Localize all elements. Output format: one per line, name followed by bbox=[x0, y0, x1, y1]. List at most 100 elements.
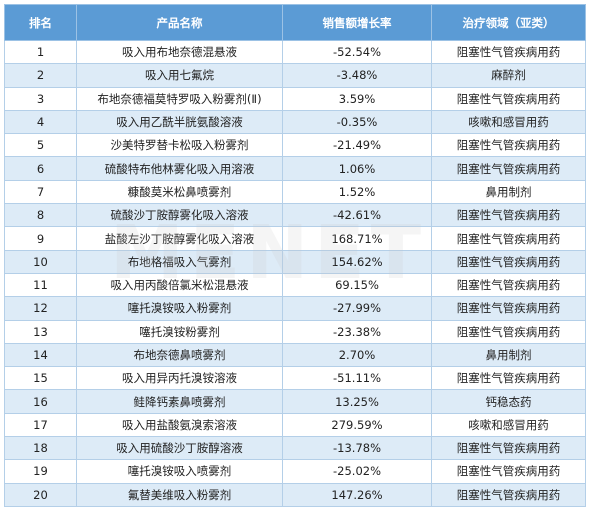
cell-therapy-area: 麻醉剂 bbox=[431, 63, 586, 88]
cell-rank: 10 bbox=[4, 249, 77, 274]
cell-product-name: 噻托溴铵吸入粉雾剂 bbox=[76, 296, 283, 321]
header-therapy-area: 治疗领域（亚类） bbox=[431, 4, 586, 41]
cell-rank: 14 bbox=[4, 342, 77, 368]
cell-sales-growth: 147.26% bbox=[282, 482, 432, 507]
sales-growth-table: 排名 产品名称 销售额增长率 治疗领域（亚类） 1 吸入用布地奈德混悬液 -52.5… bbox=[4, 4, 586, 507]
cell-rank: 5 bbox=[4, 133, 77, 158]
cell-therapy-area: 阻塞性气管疾病用药 bbox=[431, 39, 586, 65]
cell-sales-growth: 1.52% bbox=[282, 179, 432, 205]
cell-sales-growth: 168.71% bbox=[282, 226, 432, 251]
cell-product-name: 吸入用硫酸沙丁胺醇溶液 bbox=[76, 436, 283, 461]
cell-product-name: 硫酸特布他林雾化吸入用溶液 bbox=[76, 156, 283, 181]
cell-rank: 19 bbox=[4, 459, 77, 484]
cell-therapy-area: 咳嗽和感冒用药 bbox=[431, 109, 586, 135]
cell-sales-growth: -51.11% bbox=[282, 366, 432, 391]
table-row: 7 糠酸莫米松鼻喷雾剂 1.52% 鼻用制剂 bbox=[4, 179, 586, 205]
cell-product-name: 吸入用盐酸氨溴索溶液 bbox=[76, 412, 283, 438]
cell-product-name: 噻托溴铵吸入喷雾剂 bbox=[76, 459, 283, 484]
header-sales-growth: 销售额增长率 bbox=[282, 4, 432, 41]
cell-sales-growth: -27.99% bbox=[282, 296, 432, 321]
cell-rank: 17 bbox=[4, 412, 77, 438]
cell-rank: 9 bbox=[4, 226, 77, 251]
cell-sales-growth: 2.70% bbox=[282, 342, 432, 368]
cell-therapy-area: 阻塞性气管疾病用药 bbox=[431, 319, 586, 344]
cell-product-name: 吸入用布地奈德混悬液 bbox=[76, 39, 283, 65]
cell-product-name: 布地格福吸入气雾剂 bbox=[76, 249, 283, 274]
table-row: 2 吸入用七氟烷 -3.48% 麻醉剂 bbox=[4, 63, 586, 88]
cell-therapy-area: 阻塞性气管疾病用药 bbox=[431, 296, 586, 321]
cell-product-name: 吸入用丙酸倍氯米松混悬液 bbox=[76, 272, 283, 298]
cell-product-name: 布地奈德鼻喷雾剂 bbox=[76, 342, 283, 368]
cell-product-name: 鲑降钙素鼻喷雾剂 bbox=[76, 389, 283, 414]
cell-rank: 20 bbox=[4, 482, 77, 507]
cell-therapy-area: 阻塞性气管疾病用药 bbox=[431, 482, 586, 507]
header-product-name: 产品名称 bbox=[76, 4, 283, 41]
cell-sales-growth: 1.06% bbox=[282, 156, 432, 181]
cell-sales-growth: -52.54% bbox=[282, 39, 432, 65]
header-rank: 排名 bbox=[4, 4, 77, 41]
cell-product-name: 吸入用七氟烷 bbox=[76, 63, 283, 88]
cell-sales-growth: -23.38% bbox=[282, 319, 432, 344]
cell-product-name: 盐酸左沙丁胺醇雾化吸入溶液 bbox=[76, 226, 283, 251]
cell-rank: 3 bbox=[4, 86, 77, 111]
cell-therapy-area: 阻塞性气管疾病用药 bbox=[431, 226, 586, 251]
cell-rank: 15 bbox=[4, 366, 77, 391]
cell-sales-growth: 69.15% bbox=[282, 272, 432, 298]
cell-rank: 8 bbox=[4, 203, 77, 228]
table-row: 15 吸入用异丙托溴铵溶液 -51.11% 阻塞性气管疾病用药 bbox=[4, 366, 586, 391]
cell-therapy-area: 钙稳态药 bbox=[431, 389, 586, 414]
cell-therapy-area: 阻塞性气管疾病用药 bbox=[431, 133, 586, 158]
table-row: 16 鲑降钙素鼻喷雾剂 13.25% 钙稳态药 bbox=[4, 389, 586, 414]
cell-product-name: 布地奈德福莫特罗吸入粉雾剂(Ⅱ) bbox=[76, 86, 283, 111]
cell-product-name: 糠酸莫米松鼻喷雾剂 bbox=[76, 179, 283, 205]
cell-product-name: 沙美特罗替卡松吸入粉雾剂 bbox=[76, 133, 283, 158]
cell-therapy-area: 阻塞性气管疾病用药 bbox=[431, 459, 586, 484]
table-row: 5 沙美特罗替卡松吸入粉雾剂 -21.49% 阻塞性气管疾病用药 bbox=[4, 133, 586, 158]
cell-product-name: 氟替美维吸入粉雾剂 bbox=[76, 482, 283, 507]
cell-therapy-area: 阻塞性气管疾病用药 bbox=[431, 366, 586, 391]
cell-therapy-area: 阻塞性气管疾病用药 bbox=[431, 249, 586, 274]
cell-product-name: 吸入用乙酰半胱氨酸溶液 bbox=[76, 109, 283, 135]
cell-rank: 11 bbox=[4, 272, 77, 298]
table-row: 13 噻托溴铵粉雾剂 -23.38% 阻塞性气管疾病用药 bbox=[4, 319, 586, 344]
table-row: 8 硫酸沙丁胺醇雾化吸入溶液 -42.61% 阻塞性气管疾病用药 bbox=[4, 203, 586, 228]
table-row: 19 噻托溴铵吸入喷雾剂 -25.02% 阻塞性气管疾病用药 bbox=[4, 459, 586, 484]
cell-therapy-area: 鼻用制剂 bbox=[431, 179, 586, 205]
cell-therapy-area: 咳嗽和感冒用药 bbox=[431, 412, 586, 438]
cell-rank: 18 bbox=[4, 436, 77, 461]
cell-therapy-area: 阻塞性气管疾病用药 bbox=[431, 86, 586, 111]
table-row: 4 吸入用乙酰半胱氨酸溶液 -0.35% 咳嗽和感冒用药 bbox=[4, 109, 586, 135]
table-row: 3 布地奈德福莫特罗吸入粉雾剂(Ⅱ) 3.59% 阻塞性气管疾病用药 bbox=[4, 86, 586, 111]
table-row: 11 吸入用丙酸倍氯米松混悬液 69.15% 阻塞性气管疾病用药 bbox=[4, 272, 586, 298]
cell-rank: 6 bbox=[4, 156, 77, 181]
cell-sales-growth: -0.35% bbox=[282, 109, 432, 135]
cell-therapy-area: 阻塞性气管疾病用药 bbox=[431, 436, 586, 461]
table-row: 10 布地格福吸入气雾剂 154.62% 阻塞性气管疾病用药 bbox=[4, 249, 586, 274]
cell-product-name: 吸入用异丙托溴铵溶液 bbox=[76, 366, 283, 391]
cell-product-name: 硫酸沙丁胺醇雾化吸入溶液 bbox=[76, 203, 283, 228]
table-row: 9 盐酸左沙丁胺醇雾化吸入溶液 168.71% 阻塞性气管疾病用药 bbox=[4, 226, 586, 251]
cell-sales-growth: 13.25% bbox=[282, 389, 432, 414]
cell-rank: 12 bbox=[4, 296, 77, 321]
table-row: 6 硫酸特布他林雾化吸入用溶液 1.06% 阻塞性气管疾病用药 bbox=[4, 156, 586, 181]
cell-rank: 2 bbox=[4, 63, 77, 88]
cell-therapy-area: 阻塞性气管疾病用药 bbox=[431, 203, 586, 228]
header-row: 排名 产品名称 销售额增长率 治疗领域（亚类） bbox=[4, 4, 586, 41]
cell-rank: 16 bbox=[4, 389, 77, 414]
cell-sales-growth: -42.61% bbox=[282, 203, 432, 228]
table-row: 1 吸入用布地奈德混悬液 -52.54% 阻塞性气管疾病用药 bbox=[4, 39, 586, 65]
cell-sales-growth: -21.49% bbox=[282, 133, 432, 158]
cell-therapy-area: 阻塞性气管疾病用药 bbox=[431, 156, 586, 181]
cell-sales-growth: -25.02% bbox=[282, 459, 432, 484]
cell-sales-growth: 279.59% bbox=[282, 412, 432, 438]
cell-rank: 4 bbox=[4, 109, 77, 135]
cell-therapy-area: 阻塞性气管疾病用药 bbox=[431, 272, 586, 298]
cell-therapy-area: 鼻用制剂 bbox=[431, 342, 586, 368]
table-row: 18 吸入用硫酸沙丁胺醇溶液 -13.78% 阻塞性气管疾病用药 bbox=[4, 436, 586, 461]
table-row: 17 吸入用盐酸氨溴索溶液 279.59% 咳嗽和感冒用药 bbox=[4, 412, 586, 438]
cell-sales-growth: -3.48% bbox=[282, 63, 432, 88]
cell-rank: 13 bbox=[4, 319, 77, 344]
data-table-container: 排名 产品名称 销售额增长率 治疗领域（亚类） 1 吸入用布地奈德混悬液 -52.5… bbox=[4, 4, 586, 507]
table-row: 20 氟替美维吸入粉雾剂 147.26% 阻塞性气管疾病用药 bbox=[4, 482, 586, 507]
cell-sales-growth: 154.62% bbox=[282, 249, 432, 274]
